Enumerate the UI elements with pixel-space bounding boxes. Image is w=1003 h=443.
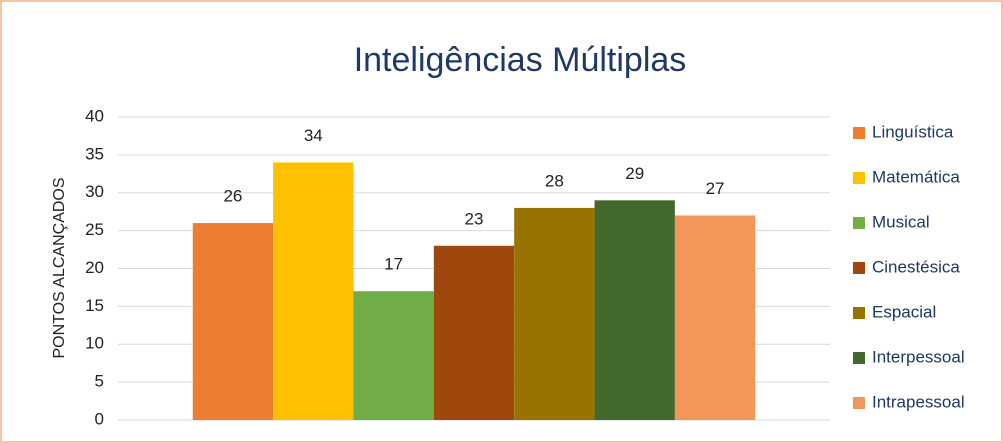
bar — [273, 162, 354, 420]
bar — [594, 200, 675, 420]
y-tick-label: 10 — [85, 334, 104, 353]
data-label: 28 — [545, 171, 564, 190]
legend-swatch — [853, 127, 865, 139]
y-tick-label: 5 — [95, 372, 104, 391]
data-label: 26 — [223, 187, 242, 206]
legend-swatch — [853, 397, 865, 409]
data-label: 29 — [625, 164, 644, 183]
legend-label: Espacial — [872, 302, 936, 321]
legend-swatch — [853, 217, 865, 229]
legend-label: Interpessoal — [872, 347, 965, 366]
y-tick-label: 25 — [85, 220, 104, 239]
data-label: 27 — [706, 179, 725, 198]
bar — [192, 223, 274, 420]
bar — [674, 215, 756, 420]
bar — [353, 291, 434, 420]
legend-label: Intrapessoal — [872, 392, 965, 411]
bar — [433, 245, 515, 420]
y-tick-label: 35 — [85, 144, 104, 163]
legend-swatch — [853, 307, 865, 319]
y-tick-label: 30 — [85, 182, 104, 201]
data-label: 17 — [384, 255, 403, 274]
y-tick-label: 15 — [85, 296, 104, 315]
legend-swatch — [853, 262, 865, 274]
y-tick-label: 20 — [85, 258, 104, 277]
data-label: 23 — [465, 209, 484, 228]
legend-label: Musical — [872, 212, 930, 231]
data-label: 34 — [304, 126, 323, 145]
legend-swatch — [853, 352, 865, 364]
bar — [514, 207, 595, 420]
legend-label: Cinestésica — [872, 257, 960, 276]
chart-title: Inteligências Múltiplas — [354, 41, 687, 79]
y-tick-label: 40 — [85, 106, 104, 125]
legend-label: Matemática — [872, 167, 960, 186]
legend-label: Linguística — [872, 122, 954, 141]
y-axis-label: PONTOS ALCANÇADOS — [51, 177, 68, 358]
y-tick-label: 0 — [95, 409, 104, 428]
legend-swatch — [853, 172, 865, 184]
